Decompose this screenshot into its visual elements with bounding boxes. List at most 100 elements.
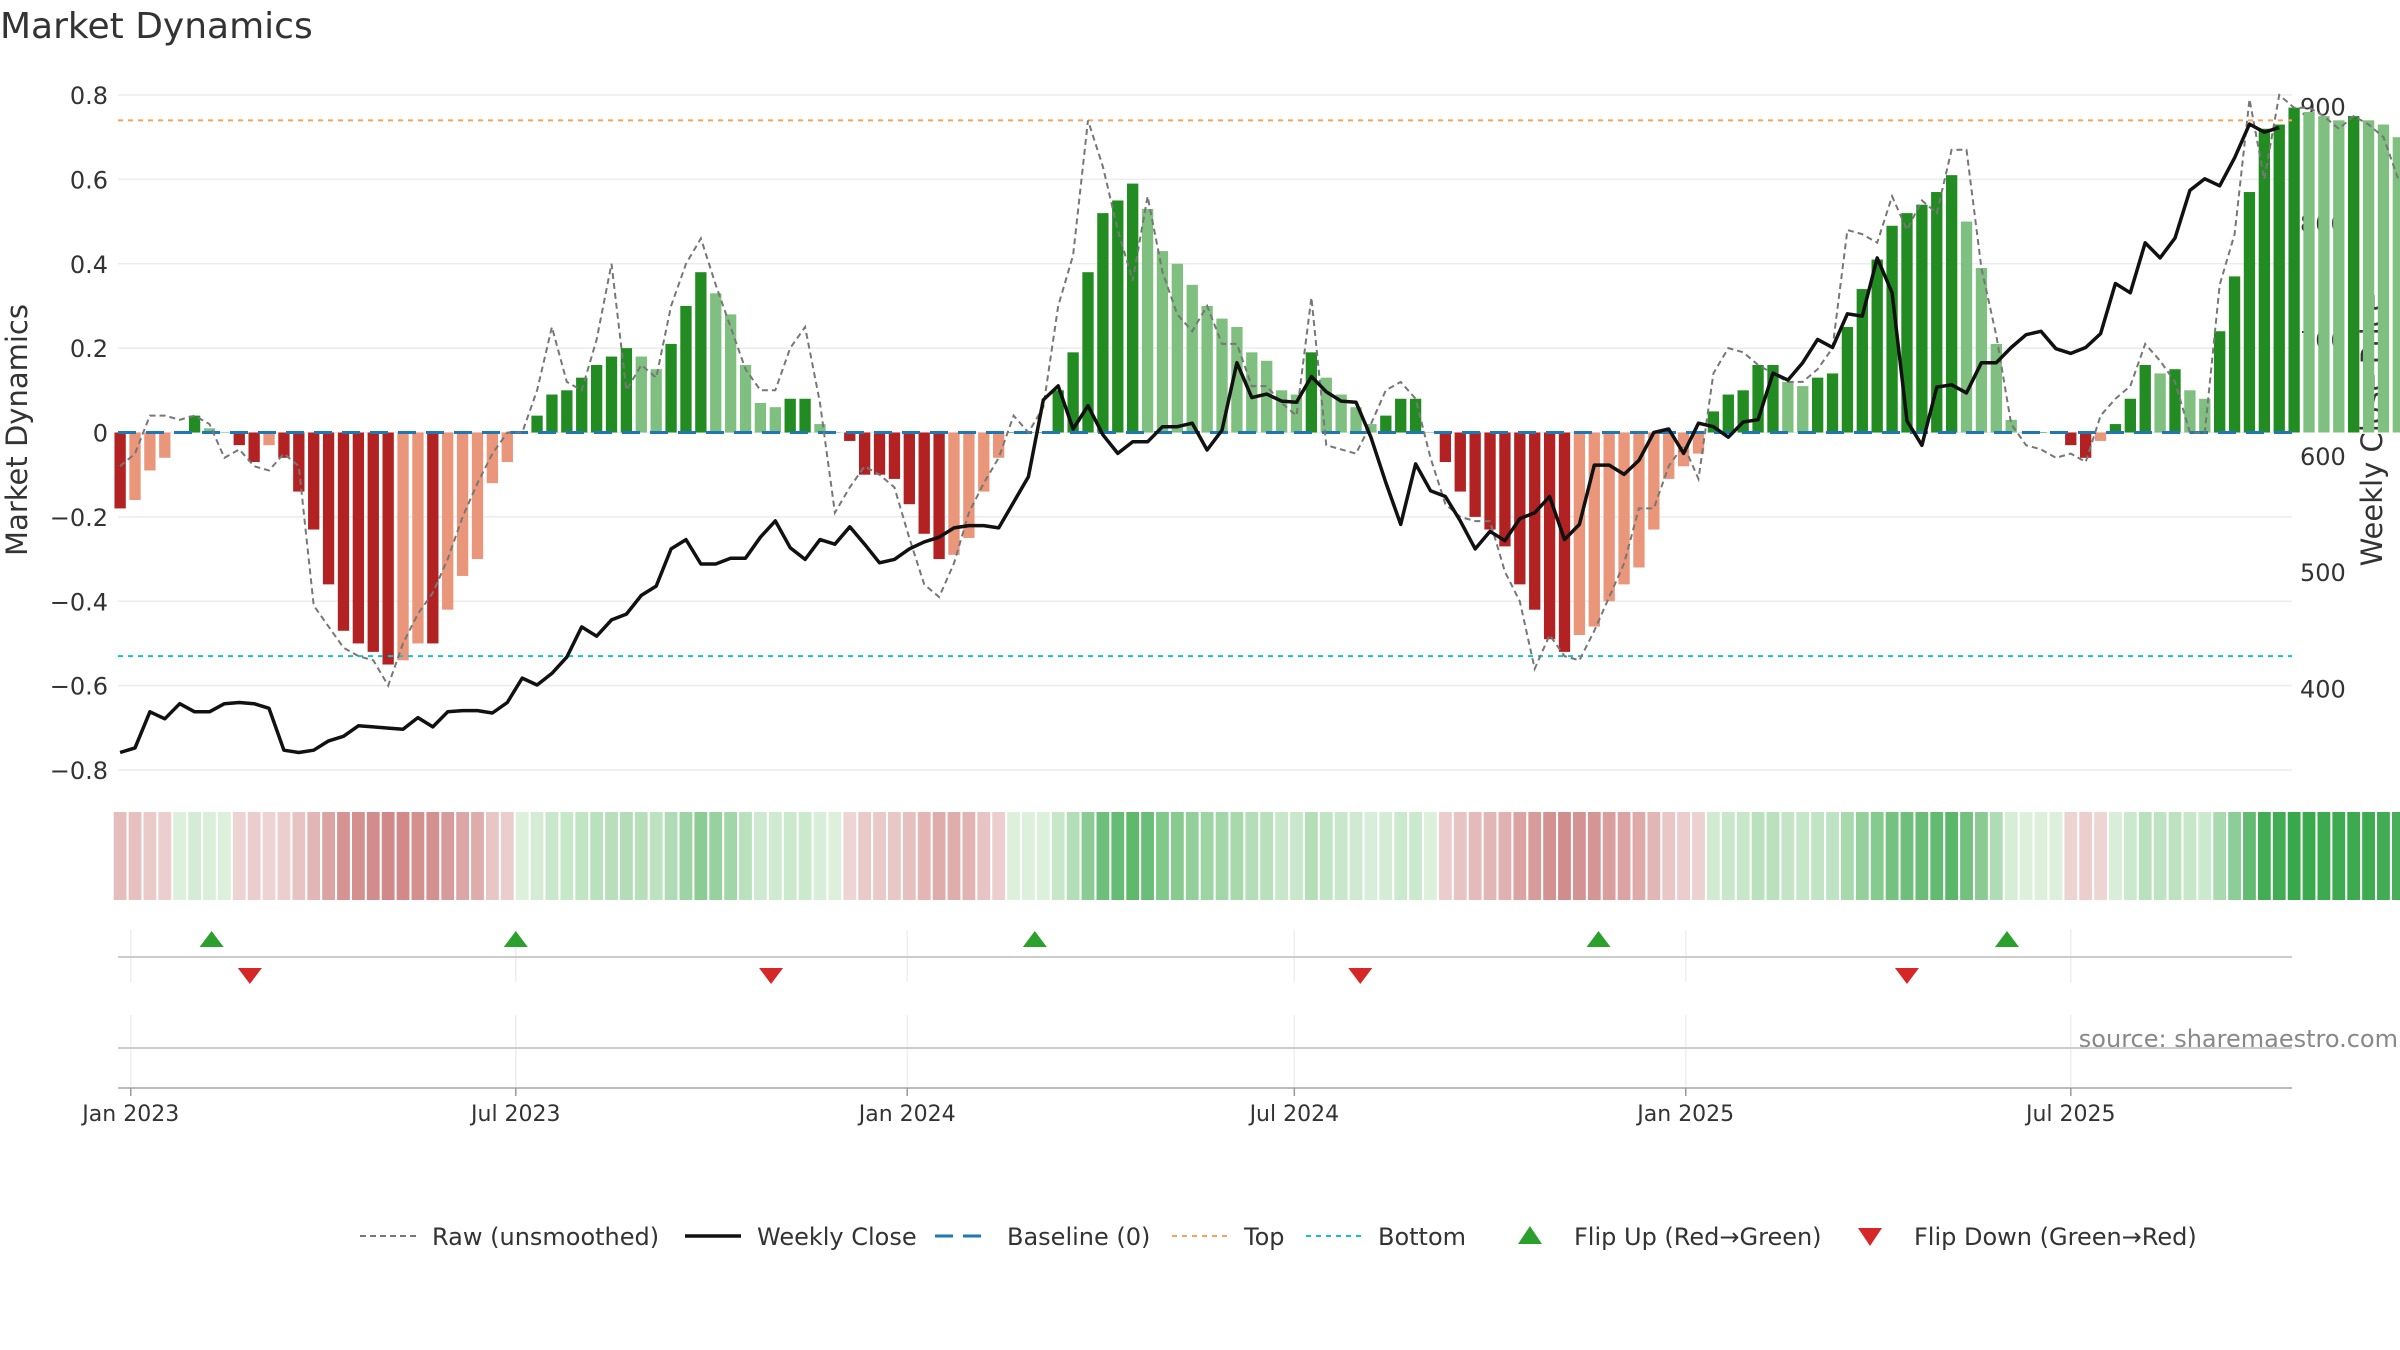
dynamics-bar <box>2377 124 2390 433</box>
heat-cell <box>426 812 440 900</box>
dynamics-bar <box>397 432 409 661</box>
dynamics-bar <box>2243 192 2256 433</box>
heat-cell <box>1007 812 1020 900</box>
legend: Raw (unsmoothed) Weekly Close Baseline (0)… <box>360 1223 2197 1251</box>
dynamics-bar <box>203 428 216 433</box>
heat-cell <box>1036 812 1050 900</box>
dynamics-bar <box>739 365 752 433</box>
heat-cell <box>992 812 1006 900</box>
dynamics-bar <box>1127 183 1139 433</box>
heat-cell <box>337 812 350 900</box>
dynamics-bar <box>2318 116 2330 433</box>
heat-cell <box>1156 812 1169 900</box>
dynamics-bar <box>873 432 886 475</box>
dynamics-bar <box>1201 305 1213 433</box>
heat-cell <box>917 812 931 900</box>
dynamics-bar <box>1633 432 1645 568</box>
heat-cell <box>1870 812 1884 900</box>
dynamics-bar <box>680 305 692 433</box>
dynamics-bar <box>2333 120 2345 433</box>
heat-cell <box>977 812 991 900</box>
dynamics-bar <box>1931 192 1943 433</box>
heat-cell <box>634 812 648 900</box>
dynamics-bar <box>1171 263 1184 433</box>
dynamics-bar <box>1380 415 1392 433</box>
heat-cell <box>1632 812 1646 900</box>
heat-cell <box>545 812 559 900</box>
dynamics-bar <box>1395 398 1407 433</box>
heat-cell <box>113 812 127 900</box>
heat-cell <box>1692 812 1705 900</box>
dynamics-bar <box>1692 432 1705 454</box>
dynamics-bar <box>2035 432 2047 433</box>
dynamics-bar <box>2184 390 2196 433</box>
heat-cell <box>1424 812 1437 900</box>
y-tick-label: 0.6 <box>70 166 108 194</box>
heat-cell <box>1930 812 1944 900</box>
y-tick-label: −0.8 <box>50 757 108 785</box>
y2-tick-label: 600 <box>2300 443 2346 471</box>
dynamics-bar <box>1067 352 1079 433</box>
heat-cell <box>694 812 708 900</box>
dynamics-bar <box>1677 432 1690 467</box>
heat-cell <box>902 812 916 900</box>
heat-cell <box>1587 812 1601 900</box>
heat-cell <box>351 812 365 900</box>
heat-cell <box>1915 812 1929 900</box>
flip-up-marker <box>503 931 528 947</box>
heat-cell <box>575 812 589 900</box>
dynamics-bar <box>1246 352 1258 433</box>
dynamics-bar <box>2154 373 2166 433</box>
dynamics-bar <box>1945 175 1958 433</box>
dynamics-bar <box>1603 432 1615 602</box>
dynamics-bar <box>1350 407 1362 433</box>
dynamics-bar <box>2065 432 2077 446</box>
heat-cell <box>649 812 663 900</box>
heat-cell <box>768 812 782 900</box>
dynamics-bar <box>1737 390 1749 433</box>
heat-cell <box>1275 812 1288 900</box>
dynamics-bar <box>114 432 126 509</box>
dynamics-bar <box>1409 398 1422 433</box>
dynamics-bar <box>456 432 469 576</box>
heat-cell <box>2168 812 2182 900</box>
heat-strip <box>113 812 2400 900</box>
dynamics-bar <box>308 432 320 530</box>
heat-cell <box>605 812 618 900</box>
legend-label: Top <box>1243 1223 1285 1251</box>
y2-tick-label: 500 <box>2300 559 2346 587</box>
dynamics-bar <box>858 432 871 475</box>
heat-cell <box>590 812 604 900</box>
raw-series-line <box>119 93 2400 688</box>
heat-cell <box>500 812 514 900</box>
y-tick-label: −0.2 <box>50 504 108 532</box>
heat-cell <box>1185 812 1199 900</box>
dynamics-bar <box>486 432 499 484</box>
heat-cell <box>1096 812 1110 900</box>
dynamics-bar <box>1797 386 1809 433</box>
x-tick-label: Jan 2023 <box>80 1102 179 1127</box>
heat-cell <box>1647 812 1661 900</box>
heat-cell <box>1022 812 1035 900</box>
heat-cell <box>873 812 886 900</box>
dynamics-bar <box>1454 432 1466 492</box>
heat-cell <box>2213 812 2227 900</box>
heat-cell <box>2287 812 2301 900</box>
dynamics-bar <box>665 343 677 433</box>
heat-cell <box>2362 812 2375 900</box>
heat-cell <box>158 812 172 900</box>
dynamics-bar <box>427 432 439 644</box>
heat-cell <box>1781 812 1795 900</box>
dynamics-bar <box>1782 381 1794 433</box>
heat-cell <box>411 812 425 900</box>
heat-cell <box>1438 812 1452 900</box>
heat-cell <box>2019 812 2033 900</box>
dynamics-bar <box>1990 343 2002 433</box>
dynamics-bar <box>1856 289 1868 433</box>
heat-cell <box>1766 812 1780 900</box>
dynamics-bar <box>531 415 543 433</box>
dynamics-bar <box>576 377 588 433</box>
heat-cell <box>2257 812 2271 900</box>
heat-cell <box>1513 812 1527 900</box>
